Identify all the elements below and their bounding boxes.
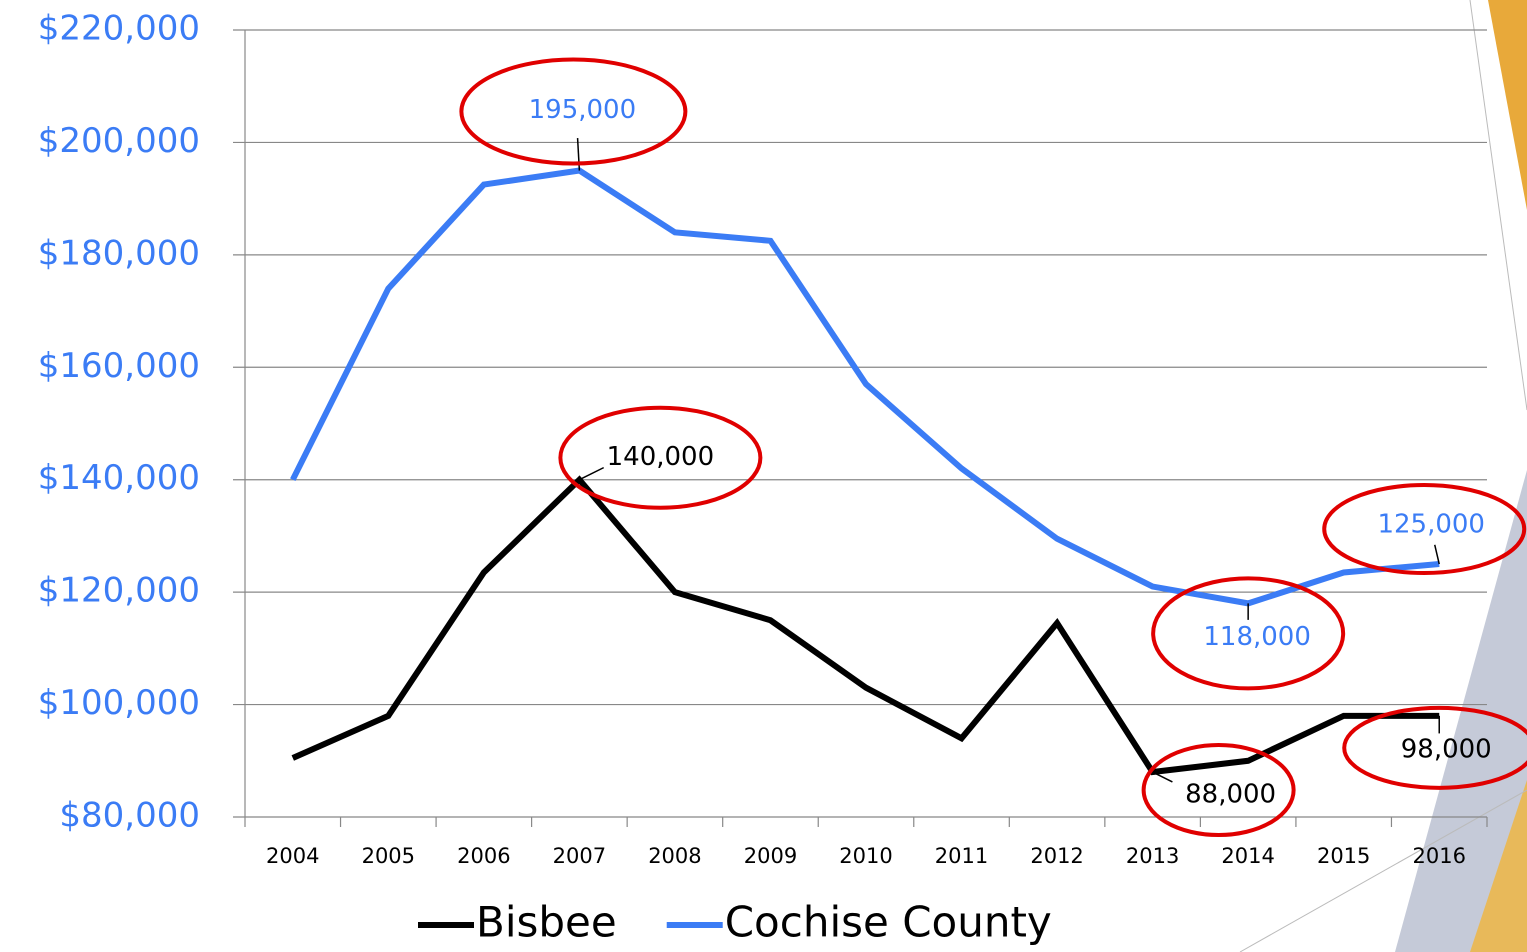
data-label: 98,000 bbox=[1401, 734, 1492, 764]
data-label: 195,000 bbox=[529, 95, 637, 125]
x-tick-label: 2010 bbox=[839, 844, 892, 868]
leader-line bbox=[579, 468, 603, 480]
y-tick-label: $180,000 bbox=[38, 233, 200, 273]
x-tick-label: 2004 bbox=[266, 844, 319, 868]
x-tick-label: 2007 bbox=[553, 844, 606, 868]
decoration bbox=[1488, 0, 1527, 210]
legend-label: Bisbee bbox=[476, 898, 617, 947]
x-tick-label: 2009 bbox=[744, 844, 797, 868]
y-tick-label: $120,000 bbox=[38, 571, 200, 611]
data-label: 140,000 bbox=[607, 442, 715, 472]
chart: $80,000 $100,000 $120,000 $140,000 $160,000 $… bbox=[0, 0, 1527, 952]
y-tick-label: $140,000 bbox=[38, 458, 200, 498]
data-label: 125,000 bbox=[1377, 510, 1485, 540]
y-tick-label: $100,000 bbox=[38, 683, 200, 723]
x-tick-label: 2005 bbox=[362, 844, 415, 868]
y-tick-label: $160,000 bbox=[38, 346, 200, 386]
x-tick-label: 2008 bbox=[648, 844, 701, 868]
x-tick-label: 2011 bbox=[935, 844, 988, 868]
x-tick-label: 2013 bbox=[1126, 844, 1179, 868]
data-label: 88,000 bbox=[1185, 780, 1276, 810]
y-tick-label: $220,000 bbox=[38, 9, 200, 49]
x-tick-label: 2006 bbox=[457, 844, 510, 868]
series-line bbox=[293, 171, 1439, 604]
y-tick-label: $80,000 bbox=[59, 796, 200, 836]
y-tick-label: $200,000 bbox=[38, 121, 200, 161]
x-tick-label: 2015 bbox=[1317, 844, 1370, 868]
x-tick-label: 2014 bbox=[1221, 844, 1274, 868]
x-tick-label: 2012 bbox=[1030, 844, 1083, 868]
legend-label: Cochise County bbox=[725, 898, 1052, 947]
x-tick-label: 2016 bbox=[1413, 844, 1466, 868]
data-label: 118,000 bbox=[1203, 622, 1311, 652]
leader-line bbox=[1435, 545, 1440, 564]
